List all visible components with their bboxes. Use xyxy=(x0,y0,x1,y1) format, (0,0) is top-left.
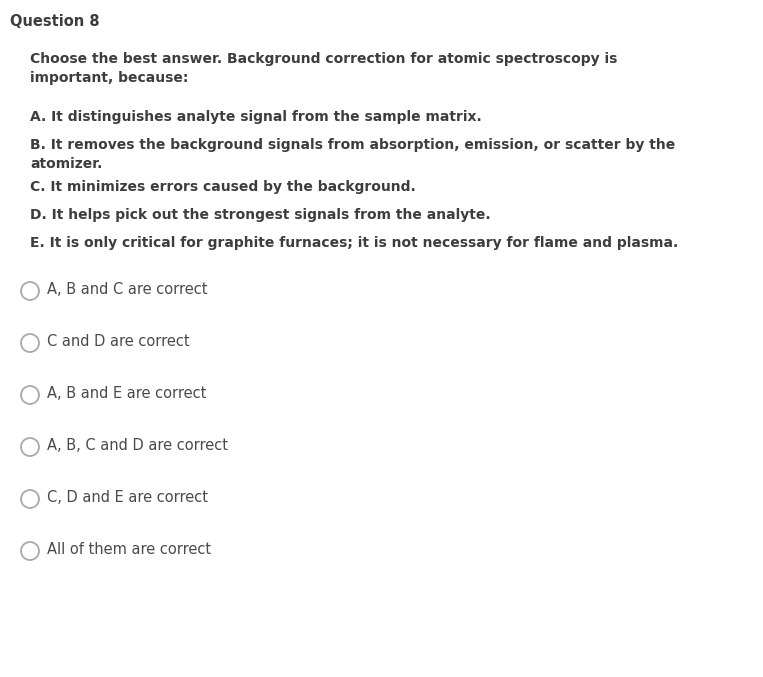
Text: D. It helps pick out the strongest signals from the analyte.: D. It helps pick out the strongest signa… xyxy=(30,208,491,222)
Text: C, D and E are correct: C, D and E are correct xyxy=(47,490,208,505)
Text: Choose the best answer. Background correction for atomic spectroscopy is
importa: Choose the best answer. Background corre… xyxy=(30,52,617,85)
Text: A. It distinguishes analyte signal from the sample matrix.: A. It distinguishes analyte signal from … xyxy=(30,110,481,124)
Text: C. It minimizes errors caused by the background.: C. It minimizes errors caused by the bac… xyxy=(30,180,416,194)
Text: All of them are correct: All of them are correct xyxy=(47,542,211,557)
Text: A, B, C and D are correct: A, B, C and D are correct xyxy=(47,438,228,453)
Text: E. It is only critical for graphite furnaces; it is not necessary for flame and : E. It is only critical for graphite furn… xyxy=(30,236,678,250)
Text: A, B and E are correct: A, B and E are correct xyxy=(47,386,206,401)
Text: A, B and C are correct: A, B and C are correct xyxy=(47,282,208,297)
Text: B. It removes the background signals from absorption, emission, or scatter by th: B. It removes the background signals fro… xyxy=(30,138,675,171)
Text: C and D are correct: C and D are correct xyxy=(47,334,190,349)
Text: Question 8: Question 8 xyxy=(10,14,100,29)
